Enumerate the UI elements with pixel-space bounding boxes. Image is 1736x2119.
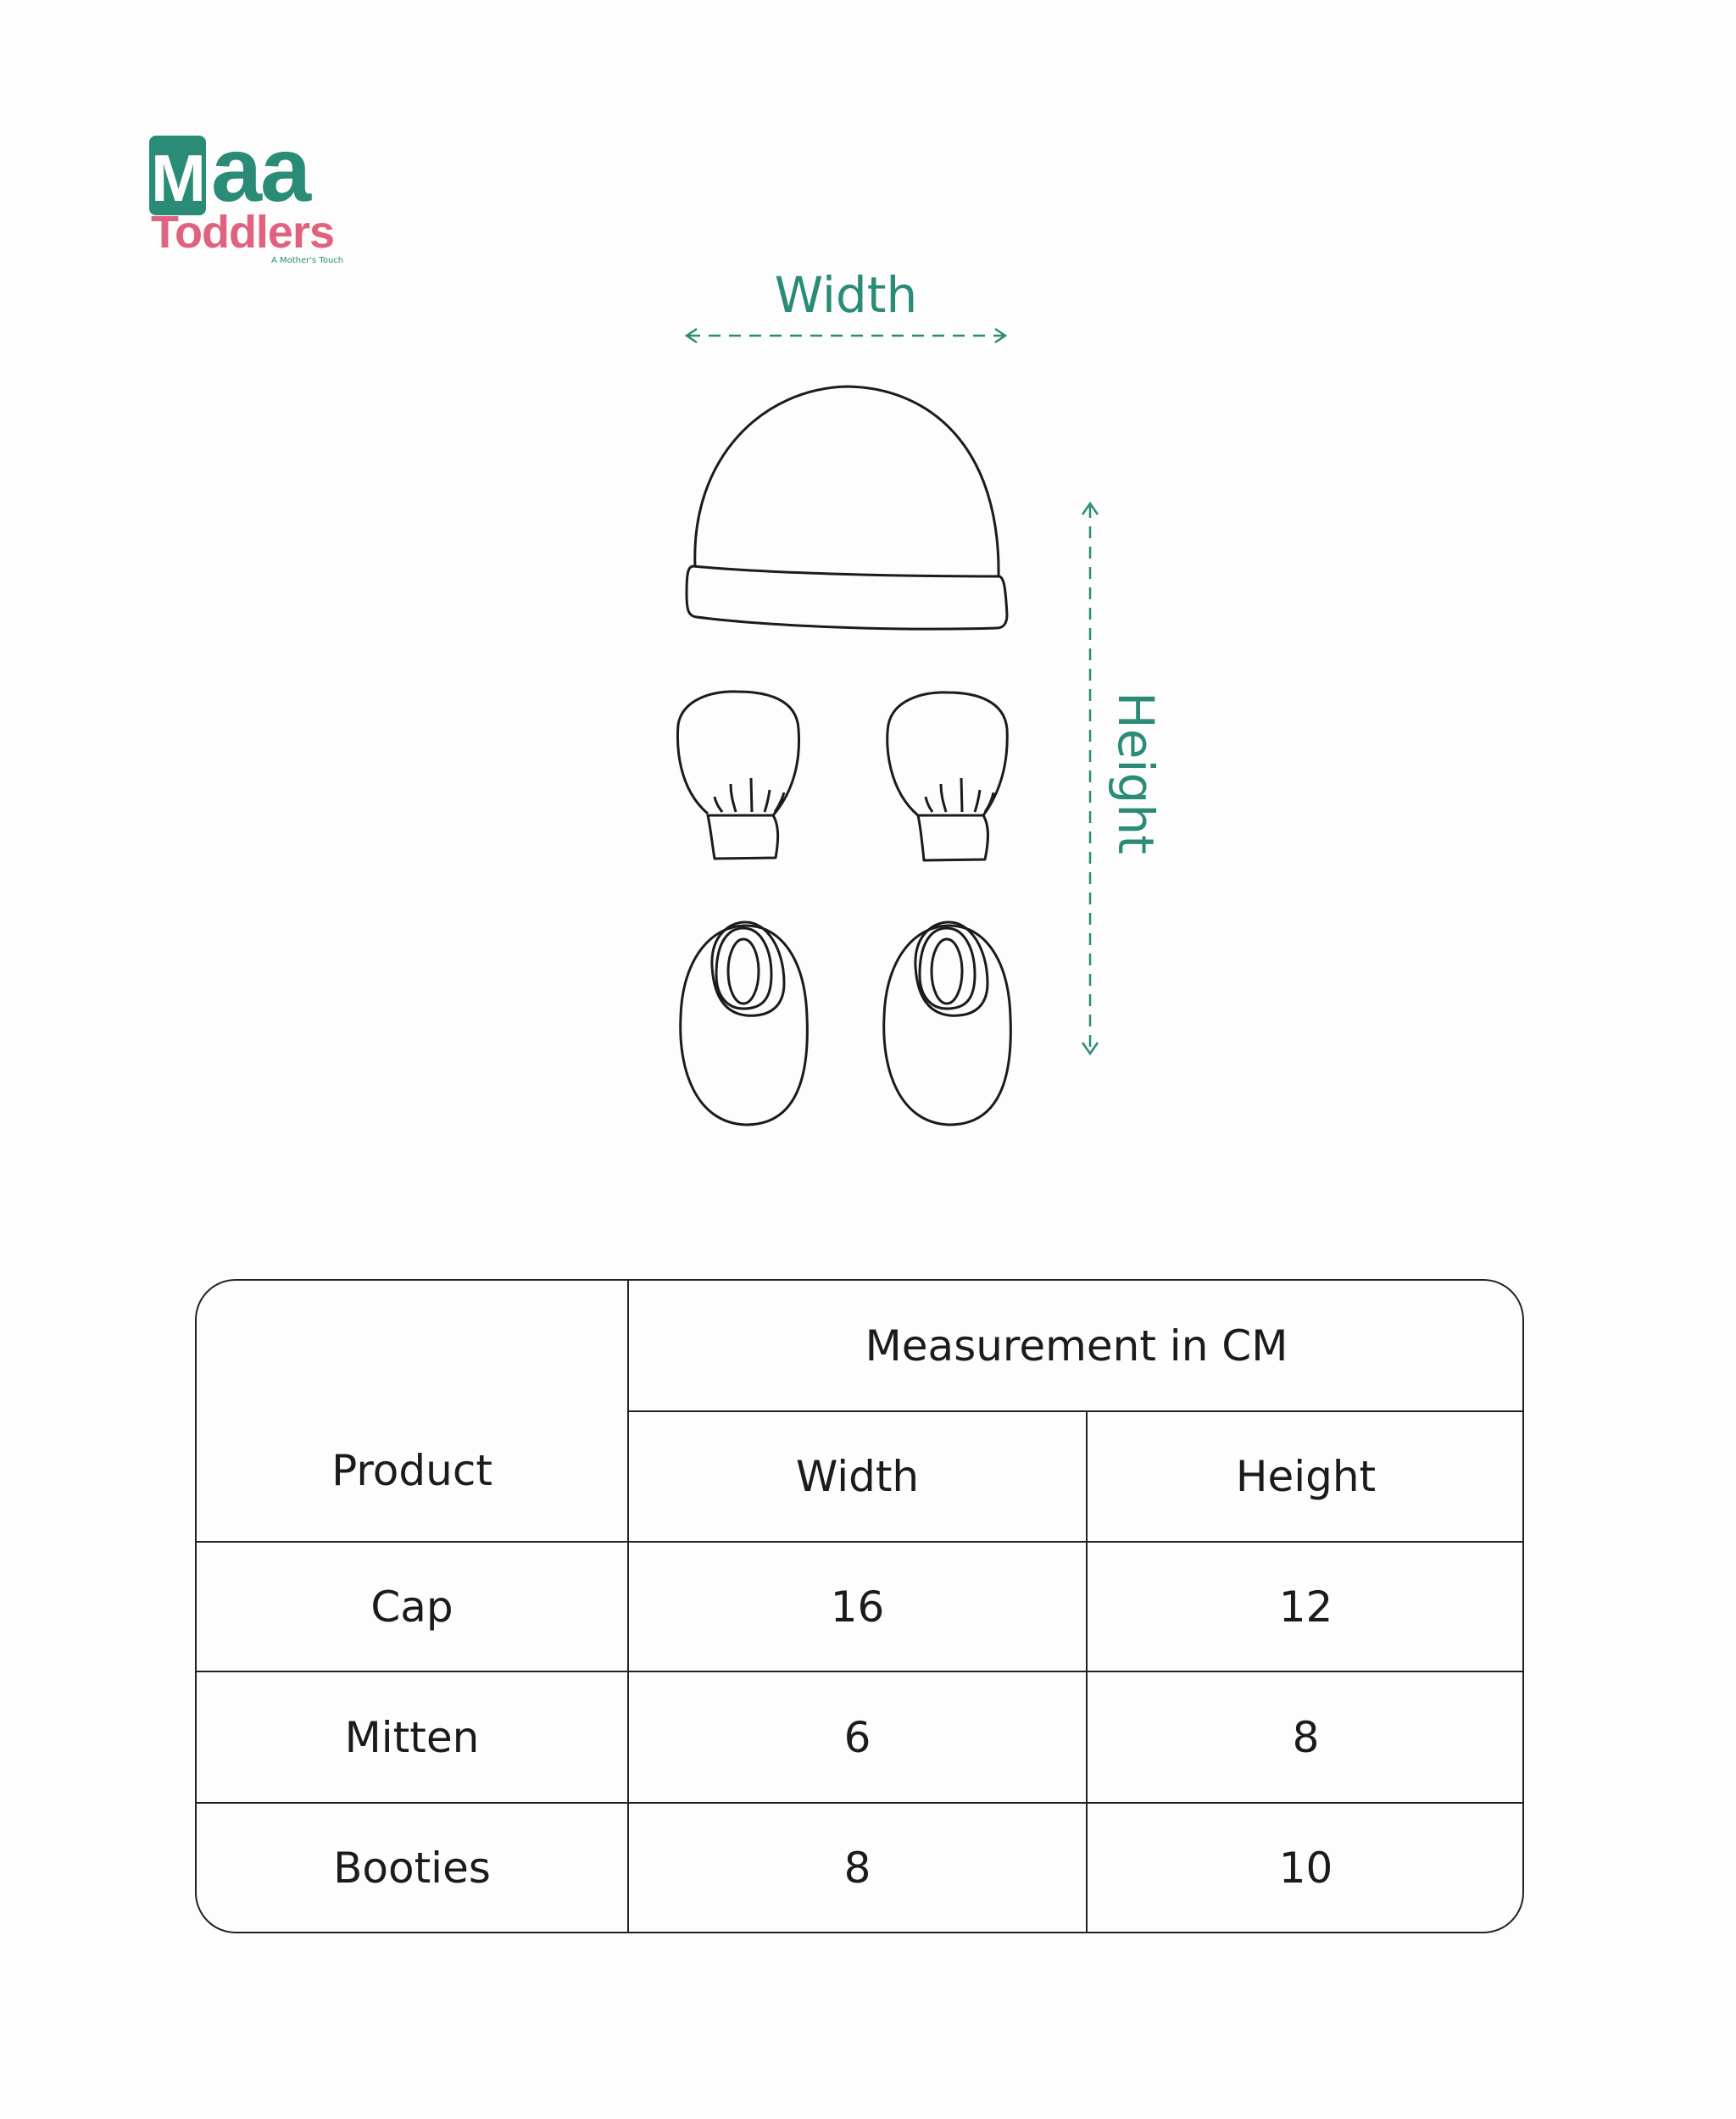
row-booties-product: Booties [333, 1843, 491, 1893]
row-mitten-width: 6 [843, 1712, 871, 1762]
divider [197, 1541, 1524, 1543]
logo-tagline: A Mother's Touch [271, 256, 344, 265]
logo-toddlers: Toddlers [151, 207, 335, 258]
bootie-left-icon [679, 920, 809, 1126]
cap-icon [685, 385, 1009, 631]
logo-maa: Maa [151, 118, 311, 220]
row-cap-height: 12 [1278, 1582, 1333, 1632]
width-label: Width [774, 266, 918, 324]
row-mitten-height: 8 [1292, 1712, 1320, 1762]
row-booties-width: 8 [843, 1843, 871, 1893]
bootie-right-icon [882, 920, 1012, 1126]
row-cap-width: 16 [830, 1582, 885, 1632]
row-mitten-product: Mitten [344, 1712, 480, 1762]
measurement-header: Measurement in CM [865, 1321, 1288, 1371]
mitten-left-icon [676, 690, 800, 860]
width-arrow-icon [684, 327, 1008, 344]
height-header: Height [1235, 1452, 1377, 1501]
divider [197, 1802, 1524, 1804]
product-header: Product [331, 1445, 492, 1495]
product-illustration [676, 327, 1099, 1126]
size-table: Product Measurement in CM Width Height C… [195, 1279, 1524, 1933]
row-booties-height: 10 [1278, 1843, 1333, 1893]
row-cap-product: Cap [370, 1582, 453, 1632]
mitten-right-icon [886, 691, 1009, 862]
height-arrow-icon [1081, 501, 1099, 1056]
width-header: Width [795, 1452, 920, 1501]
brand-logo: Maa Toddlers A Mother's Touch [149, 118, 361, 271]
divider [629, 1410, 1524, 1412]
divider [627, 1281, 629, 1932]
divider [197, 1671, 1524, 1672]
